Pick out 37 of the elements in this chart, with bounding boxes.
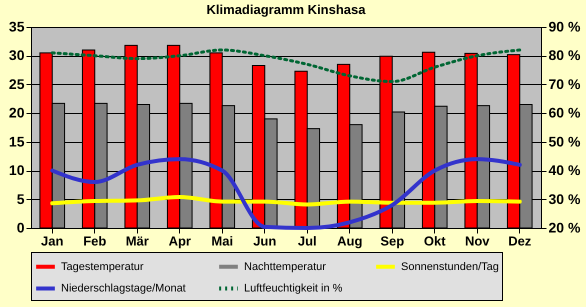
y-tick-label: 30 [8,47,25,64]
legend-label: Luftfeuchtigkeit in % [244,282,343,294]
y2-tick-label: 80 % [548,47,581,64]
x-tick-label: Jan [41,234,64,248]
legend-label: Sonnenstunden/Tag [401,260,499,273]
x-tick-label: Aug [337,234,362,248]
y2-tick-label: 90 % [548,18,581,34]
line-series [50,194,522,206]
chart-title: Klimadiagramm Kinshasa [206,2,366,17]
x-tick-label: Dez [508,234,532,248]
x-tick-label: Sep [380,234,404,248]
x-tick-label: Nov [464,234,490,248]
y-tick-label: 5 [16,190,25,207]
line-series [50,157,522,230]
x-tick-label: Mär [126,234,149,248]
y2-tick-label: 50 % [548,133,581,150]
x-tick-label: Mai [211,234,234,248]
x-tick-label: Apr [168,234,191,248]
legend-label: Nachttemperatur [244,260,326,273]
x-tick-label: Jul [298,234,317,248]
y2-tick-label: 30 % [548,190,581,207]
y-tick-label: 25 [8,76,25,92]
y-tick-label: 20 [8,104,25,121]
legend-label: Niederschlagstage/Monat [61,282,186,294]
y2-tick-label: 70 % [548,76,581,92]
legend-label: Tagestemperatur [61,260,144,273]
y2-tick-label: 20 % [548,220,581,236]
y-tick-label: 35 [8,18,25,34]
line-series [50,48,522,84]
y-tick-label: 0 [16,220,25,236]
y2-tick-label: 40 % [548,162,581,178]
y-tick-label: 15 [8,133,25,150]
x-tick-label: Jun [253,234,276,248]
y-tick-label: 10 [8,162,25,178]
y2-tick-label: 60 % [548,104,581,121]
x-tick-label: Feb [83,234,106,248]
x-tick-label: Okt [424,234,446,248]
